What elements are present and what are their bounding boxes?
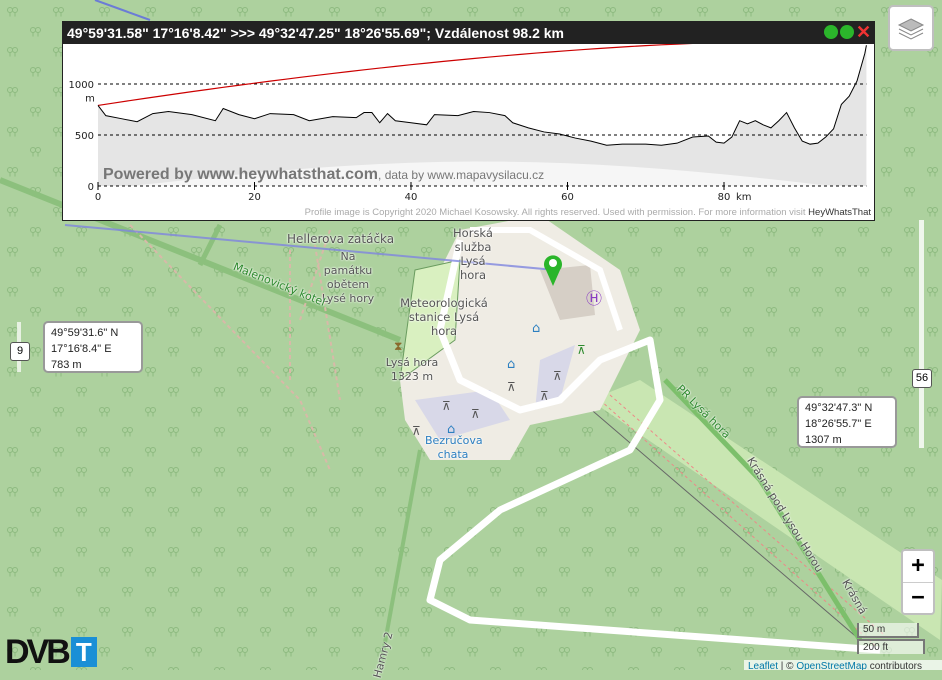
profile-title-bar[interactable]: 49°59'31.58" 17°16'8.42" >>> 49°32'47.25…: [63, 22, 874, 44]
svg-text:⊼: ⊼: [577, 343, 586, 357]
layers-icon: [897, 18, 925, 40]
svg-text:⊼: ⊼: [553, 369, 562, 383]
svg-text:⌂: ⌂: [447, 422, 455, 437]
zoom-control: + −: [901, 549, 935, 615]
label-pamatka: Na památku obětem Lysé hory: [321, 250, 375, 305]
y-unit-label: m: [85, 93, 95, 104]
start-lat: 49°59'31.6" N: [51, 327, 119, 339]
label-bezrucova: Bezručova chata: [425, 434, 483, 461]
helipad-icon: Ⓗ: [586, 289, 602, 308]
end-lon: 18°26'55.7" E: [805, 418, 872, 430]
attribution: Leaflet | © OpenStreetMap contributors: [744, 660, 942, 670]
picnic-icon: ⊼ ⊼ ⊼ ⊼ ⊼ ⊼: [412, 369, 562, 438]
leaflet-link[interactable]: Leaflet: [748, 661, 779, 670]
x-tick-label: 40: [405, 192, 418, 203]
svg-text:⊼: ⊼: [507, 380, 516, 394]
terrain-line: [97, 45, 867, 146]
layers-button[interactable]: [888, 5, 934, 51]
label-meteo: Meteorologická stanice Lysá hora: [400, 296, 488, 338]
svg-text:⊼: ⊼: [412, 424, 421, 438]
end-elevation: 1307 m: [805, 434, 842, 446]
terrain-fill: [98, 45, 867, 186]
x-tick-label: 20: [248, 192, 261, 203]
svg-text:⌂: ⌂: [507, 357, 515, 372]
heywhatsthat-link[interactable]: HeyWhatsThat: [808, 207, 871, 218]
elevation-profile-panel: 49°59'31.58" 17°16'8.42" >>> 49°32'47.25…: [62, 21, 875, 221]
x-tick-label: 80: [718, 192, 731, 203]
minimize-button[interactable]: [824, 25, 838, 39]
dvbt-logo: DVB T: [5, 635, 97, 669]
profile-copyright: Profile image is Copyright 2020 Michael …: [304, 207, 871, 218]
svg-text:⊼: ⊼: [442, 399, 451, 413]
y-tick-label: 1000: [69, 80, 94, 91]
close-button[interactable]: ✕: [856, 22, 872, 42]
line-of-sight-map: [64, 224, 556, 271]
x-tick-label: 60: [561, 192, 574, 203]
svg-text:⊼: ⊼: [540, 389, 549, 403]
transmitter-marker[interactable]: [544, 255, 562, 286]
peak-icon: ⧗: [394, 339, 402, 353]
earth-curvature: [98, 161, 867, 186]
scale-imperial: 200 ft: [857, 639, 925, 654]
label-horska: Horská služba Lysá hora: [453, 226, 493, 282]
start-elevation: 783 m: [51, 359, 82, 371]
profile-watermark: Powered by www.heywhatsthat.com, data by…: [103, 166, 545, 183]
end-point-info: 49°32'47.3" N 18°26'55.7" E 1307 m: [797, 396, 897, 448]
line-of-sight: [97, 44, 694, 107]
label-hellerova: Hellerova zatáčka: [287, 232, 395, 246]
maximize-button[interactable]: [840, 25, 854, 39]
x-unit-label: km: [736, 192, 752, 203]
profile-chart: 1000 500 0 m 0 20 40 60 80 km: [69, 44, 867, 203]
label-peak: Lysá hora 1323 m: [385, 356, 439, 383]
scale-metric: 50 m: [857, 623, 919, 638]
profile-title: 49°59'31.58" 17°16'8.42" >>> 49°32'47.25…: [67, 25, 564, 41]
start-marker-badge[interactable]: 9: [10, 342, 30, 361]
start-lon: 17°16'8.4" E: [51, 343, 112, 355]
zoom-in-button[interactable]: +: [903, 551, 933, 583]
zoom-out-button[interactable]: −: [911, 585, 925, 610]
y-tick-label: 500: [75, 131, 94, 142]
x-tick-label: 0: [95, 192, 101, 203]
shelter-icon: ⌂ ⌂ ⌂: [447, 321, 540, 437]
road: [426, 239, 881, 654]
svg-text:⊼: ⊼: [471, 407, 480, 421]
start-point-info: 49°59'31.6" N 17°16'8.4" E 783 m: [43, 321, 143, 373]
end-marker-badge[interactable]: 56: [912, 369, 932, 388]
svg-text:⌂: ⌂: [532, 321, 540, 336]
y-tick-label: 0: [88, 182, 94, 193]
end-lat: 49°32'47.3" N: [805, 402, 873, 414]
osm-link[interactable]: OpenStreetMap: [796, 661, 867, 670]
